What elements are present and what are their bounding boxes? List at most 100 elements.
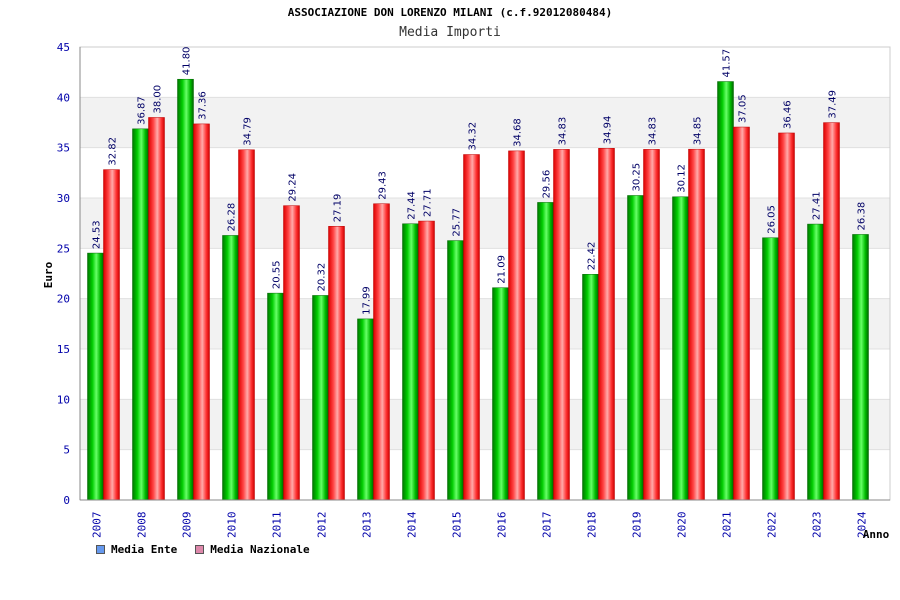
x-tick-label: 2013	[361, 512, 374, 539]
legend-item-ente: Media Ente	[96, 543, 177, 556]
bar-media-nazionale	[238, 149, 255, 501]
bar-media-nazionale	[463, 154, 480, 501]
data-label: 27.71	[423, 188, 434, 217]
data-label: 20.55	[272, 260, 283, 289]
x-tick-label: 2020	[676, 512, 689, 539]
x-tick-label: 2024	[856, 511, 869, 538]
bar-media-nazionale	[508, 150, 525, 501]
bar-media-nazionale	[328, 226, 345, 501]
bar-media-nazionale	[283, 205, 300, 501]
chart-title: ASSOCIAZIONE DON LORENZO MILANI (c.f.920…	[287, 6, 613, 19]
data-label: 36.46	[783, 100, 794, 129]
x-tick-label: 2015	[451, 512, 464, 539]
x-tick-label: 2017	[541, 512, 554, 539]
bar-media-ente	[402, 223, 419, 501]
bar-media-ente	[852, 234, 869, 501]
x-tick-label: 2016	[496, 512, 509, 539]
bar-media-ente	[582, 274, 599, 501]
x-tick-label: 2008	[136, 512, 149, 539]
data-label: 22.42	[587, 242, 598, 271]
y-tick-label: 5	[63, 444, 70, 457]
bar-media-ente	[222, 235, 239, 501]
bar-media-nazionale	[148, 117, 165, 501]
bar-media-ente	[672, 196, 689, 501]
plot-band	[80, 449, 890, 500]
legend: Media Ente Media Nazionale	[96, 543, 310, 556]
bar-media-ente	[537, 202, 554, 501]
plot-band	[80, 298, 890, 349]
data-label: 36.87	[137, 96, 148, 125]
data-label: 37.05	[738, 94, 749, 123]
y-tick-label: 35	[57, 142, 70, 155]
x-tick-label: 2019	[631, 512, 644, 539]
data-label: 20.32	[317, 263, 328, 292]
y-tick-label: 45	[57, 41, 70, 54]
bar-media-ente	[312, 295, 329, 501]
data-label: 34.79	[243, 117, 254, 146]
data-label: 26.38	[857, 202, 868, 231]
data-label: 29.56	[542, 170, 553, 199]
bar-media-nazionale	[103, 169, 120, 501]
x-tick-label: 2018	[586, 512, 599, 539]
plot-band	[80, 248, 890, 299]
legend-swatch-ente	[96, 545, 105, 554]
data-label: 34.85	[693, 117, 704, 146]
x-tick-label: 2011	[271, 512, 284, 539]
data-label: 25.77	[452, 208, 463, 237]
data-label: 26.05	[767, 205, 778, 234]
bar-media-nazionale	[688, 148, 705, 501]
plot-band	[80, 97, 890, 148]
legend-swatch-nazionale	[195, 545, 205, 554]
bar-media-ente	[132, 128, 149, 501]
x-tick-label: 2009	[181, 512, 194, 539]
data-label: 41.57	[722, 49, 733, 78]
y-tick-label: 20	[57, 293, 70, 306]
y-tick-label: 15	[57, 343, 70, 356]
bar-media-ente	[492, 287, 509, 501]
y-tick-label: 10	[57, 393, 70, 406]
legend-label-nazionale: Media Nazionale	[210, 543, 310, 556]
plot-band	[80, 47, 890, 98]
bar-media-ente	[177, 78, 194, 501]
bar-media-nazionale	[373, 203, 390, 501]
bar-media-nazionale	[553, 149, 570, 501]
bar-media-nazionale	[733, 126, 750, 501]
bar-media-ente	[447, 240, 464, 501]
legend-label-ente: Media Ente	[111, 543, 178, 556]
x-tick-label: 2007	[91, 512, 104, 539]
data-label: 34.83	[648, 117, 659, 146]
bar-media-ente	[627, 195, 644, 501]
bar-media-ente	[807, 223, 824, 501]
x-tick-label: 2010	[226, 512, 239, 539]
data-label: 34.32	[468, 122, 479, 151]
bar-media-ente	[267, 292, 284, 501]
bar-media-ente	[717, 81, 734, 501]
x-tick-label: 2021	[721, 512, 734, 539]
y-axis-label: Euro	[42, 261, 55, 288]
y-tick-label: 40	[57, 91, 70, 104]
data-label: 17.99	[362, 286, 373, 315]
data-label: 27.19	[333, 194, 344, 223]
bar-media-nazionale	[643, 149, 660, 501]
data-label: 30.25	[632, 163, 643, 192]
data-label: 41.80	[182, 47, 193, 76]
x-tick-label: 2023	[811, 512, 824, 539]
data-label: 27.44	[407, 191, 418, 220]
bar-media-nazionale	[418, 220, 435, 501]
bar-media-nazionale	[193, 123, 210, 501]
bar-media-nazionale	[598, 148, 615, 501]
y-tick-label: 0	[63, 494, 70, 507]
data-label: 30.12	[677, 164, 688, 193]
x-tick-label: 2014	[406, 511, 419, 538]
data-label: 29.24	[288, 173, 299, 202]
x-tick-label: 2022	[766, 512, 779, 539]
data-label: 27.41	[812, 191, 823, 220]
data-label: 29.43	[378, 171, 389, 200]
legend-item-nazionale: Media Nazionale	[195, 543, 310, 556]
bar-media-ente	[357, 318, 374, 501]
data-label: 24.53	[92, 220, 103, 249]
data-label: 37.36	[198, 91, 209, 120]
y-tick-label: 25	[57, 242, 70, 255]
data-label: 34.68	[513, 118, 524, 147]
